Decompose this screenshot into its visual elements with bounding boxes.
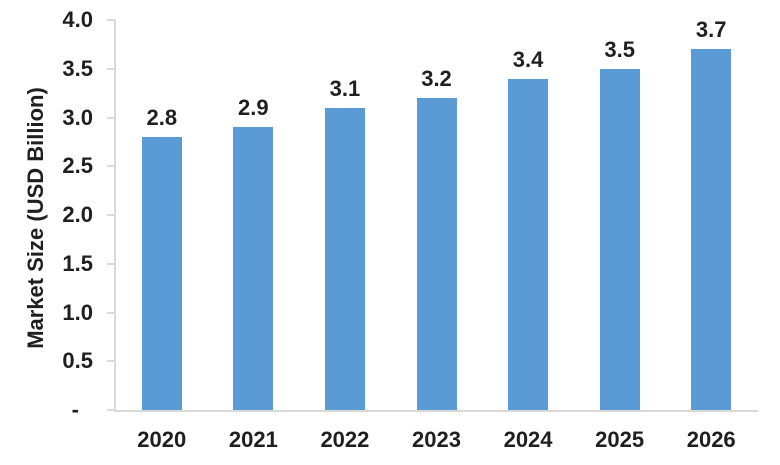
bar-value-label-2020: 2.8 [146, 105, 178, 130]
y-tick-mark [107, 360, 115, 363]
bar-value-label-2021: 2.9 [238, 95, 269, 121]
bar-value-label-2026: 3.7 [695, 17, 727, 43]
y-tick-mark [107, 165, 115, 168]
x-tick-label-2026: 2026 [686, 427, 736, 452]
y-tick-label: 2.5 [62, 153, 93, 179]
y-tick-label: 3.5 [62, 55, 93, 81]
bar-2020 [141, 137, 182, 410]
bar-2021 [233, 127, 274, 410]
y-axis-line [114, 20, 116, 412]
x-axis-line [114, 410, 758, 412]
bar-2025 [599, 68, 640, 410]
y-tick-mark [107, 311, 115, 314]
y-tick-mark [107, 19, 115, 21]
y-tick-label: 4.0 [62, 7, 93, 32]
bar-value-label-2023: 3.2 [421, 66, 452, 91]
x-tick-label-2025: 2025 [595, 427, 645, 452]
bar-2023 [416, 98, 457, 410]
y-tick-label: 1.0 [62, 299, 93, 325]
bar-2022 [324, 107, 365, 410]
y-tick-mark [107, 67, 115, 70]
y-tick-mark [107, 116, 115, 119]
x-tick-label-2021: 2021 [228, 427, 278, 452]
x-tick-label-2024: 2024 [503, 427, 553, 452]
bar-2026 [691, 49, 732, 410]
y-tick-label: 3.0 [62, 104, 93, 130]
x-tick-label-2020: 2020 [137, 427, 187, 452]
y-tick-mark [107, 262, 115, 265]
bar-value-label-2022: 3.1 [329, 75, 361, 101]
y-tick-label: 1.5 [62, 250, 93, 276]
y-tick-label: 0.5 [62, 348, 93, 374]
bar-value-label-2025: 3.5 [604, 36, 635, 62]
bar-value-label-2024: 3.4 [512, 46, 544, 72]
y-tick-mark [107, 214, 115, 216]
y-tick-label: 2.0 [62, 202, 93, 227]
y-tick-label: - [71, 397, 79, 422]
x-tick-label-2023: 2023 [412, 427, 461, 452]
y-tick-mark [107, 409, 115, 411]
x-tick-label-2022: 2022 [320, 427, 370, 452]
bar-2024 [508, 78, 549, 410]
